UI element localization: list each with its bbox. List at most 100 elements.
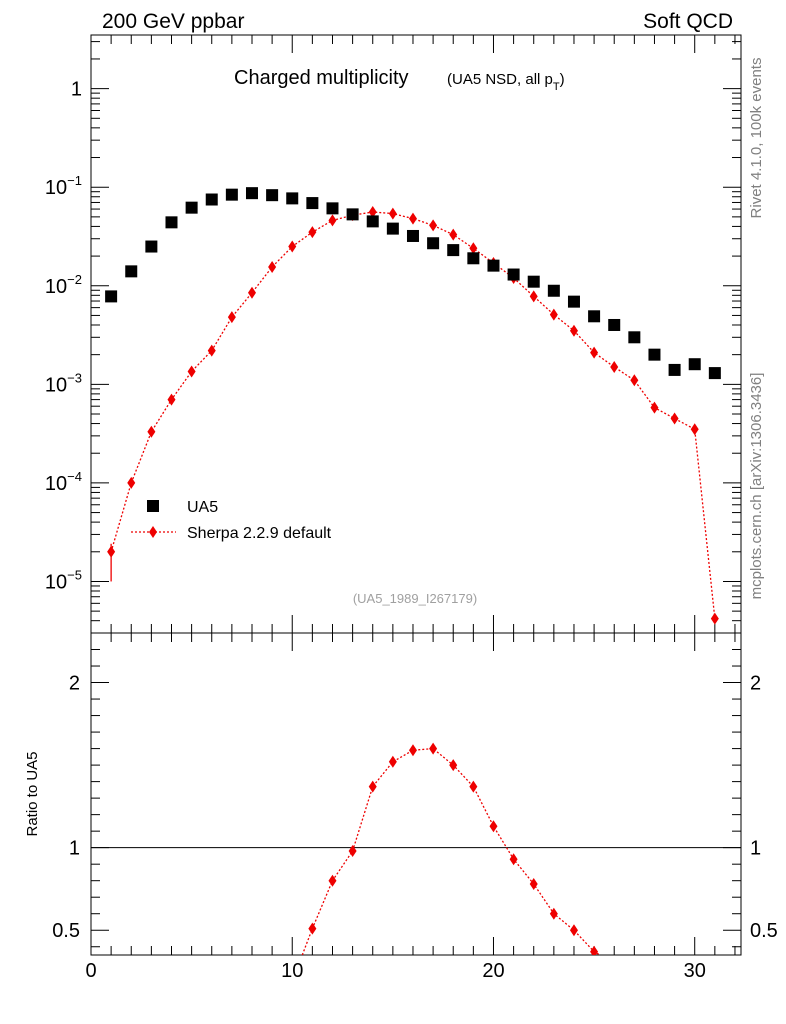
ua5-point — [547, 284, 560, 297]
sherpa-point — [549, 308, 558, 321]
ratio-point — [368, 780, 377, 793]
ua5-point — [125, 265, 138, 278]
plot-title: Charged multiplicity — [234, 67, 409, 89]
ua5-point — [346, 208, 359, 221]
rivet-version-label: Rivet 4.1.0, 100k events — [748, 58, 765, 219]
ratio-point — [328, 874, 337, 887]
y-tick-label: 10−3 — [45, 370, 82, 396]
ua5-point — [567, 295, 580, 308]
sherpa-point — [690, 423, 699, 436]
ua5-point — [608, 318, 621, 331]
ua5-point — [225, 188, 238, 201]
main-axis-ticks — [90, 35, 741, 634]
ua5-point — [286, 192, 299, 205]
header-left: 200 GeV ppbar — [102, 10, 244, 33]
sherpa-point — [268, 261, 277, 274]
ua5-point — [245, 187, 258, 200]
sherpa-point — [207, 344, 216, 357]
ua5-point — [427, 237, 440, 250]
legend-ua5-marker — [147, 500, 159, 512]
ratio-point — [348, 844, 357, 857]
sherpa-point — [288, 240, 297, 253]
ratio-series-layer — [301, 742, 601, 955]
y-tick-label: 10−2 — [45, 272, 82, 298]
ua5-point — [105, 290, 118, 303]
y-tick-label: 1 — [69, 838, 80, 860]
ratio-point — [429, 742, 438, 755]
ua5-point — [628, 331, 641, 344]
plot-subtitle-text: (UA5 NSD, all p — [447, 71, 553, 88]
ratio-point — [388, 755, 397, 768]
ratio-point — [509, 853, 518, 866]
ratio-point — [469, 780, 478, 793]
plot-subtitle-close: ) — [560, 71, 565, 88]
legend: UA5 Sherpa 2.2.9 default — [131, 499, 332, 542]
sherpa-point — [569, 324, 578, 337]
x-tick-label: 10 — [281, 960, 303, 982]
ua5-point — [688, 358, 701, 371]
main-series-layer — [105, 187, 721, 625]
ua5-point — [266, 189, 279, 202]
sherpa-point — [107, 545, 116, 558]
y-tick-label: 2 — [750, 673, 761, 695]
y-tick-label: 10−5 — [45, 567, 82, 593]
ratio-point — [449, 759, 458, 772]
y-tick-label: 10−1 — [45, 173, 82, 199]
ua5-point — [326, 202, 339, 215]
ratio-plot-frame — [90, 632, 742, 956]
ua5-point — [527, 275, 540, 288]
x-tick-label: 30 — [684, 960, 706, 982]
sherpa-point — [408, 212, 417, 225]
ua5-point — [185, 201, 198, 214]
main-plot-frame — [90, 34, 742, 634]
y-tick-label: 10−4 — [45, 469, 82, 495]
sherpa-point — [247, 286, 256, 299]
sherpa-point — [147, 425, 156, 438]
y-tick-label: 2 — [69, 673, 80, 695]
ua5-point — [386, 222, 399, 235]
ua5-point — [507, 268, 520, 281]
sherpa-point — [710, 612, 719, 625]
sherpa-point — [630, 374, 639, 387]
sherpa-point — [529, 290, 538, 303]
ratio-point — [489, 820, 498, 833]
ratio-y-tick-labels: 2 2 1 1 0.5 0.5 — [52, 673, 778, 943]
plot-subtitle: (UA5 NSD, all pT) — [447, 71, 565, 93]
ratio-plot-panel: 2 2 1 1 0.5 0.5 Ratio to UA5 0 10 20 30 — [24, 632, 778, 982]
ua5-point — [648, 348, 661, 361]
y-tick-label: 1 — [71, 79, 82, 101]
ratio-point — [590, 945, 599, 955]
sherpa-point — [308, 226, 317, 239]
ua5-point — [366, 215, 379, 228]
ratio-point — [549, 907, 558, 920]
ratio-point — [308, 922, 317, 935]
ua5-point — [165, 216, 178, 229]
y-tick-label: 0.5 — [52, 920, 80, 942]
sherpa-point — [127, 476, 136, 489]
y-tick-label: 0.5 — [750, 920, 778, 942]
ratio-point — [569, 924, 578, 937]
main-y-tick-labels: 1 10−1 10−2 10−3 10−4 10−5 — [45, 79, 82, 594]
ua5-point — [668, 363, 681, 376]
sherpa-point — [167, 393, 176, 406]
ua5-point — [306, 197, 319, 210]
sherpa-point — [388, 207, 397, 220]
sherpa-point — [449, 228, 458, 241]
y-tick-label: 1 — [750, 838, 761, 860]
sherpa-point — [368, 206, 377, 219]
x-tick-labels: 0 10 20 30 — [85, 960, 705, 982]
x-tick-label: 20 — [482, 960, 504, 982]
sherpa-point — [469, 242, 478, 255]
main-plot-panel: 1 10−1 10−2 10−3 10−4 10−5 Charged multiplici… — [45, 34, 742, 634]
plot-subtitle-sub: T — [553, 81, 560, 93]
x-tick-label: 0 — [85, 960, 96, 982]
ua5-point — [447, 244, 460, 257]
sherpa-point — [429, 219, 438, 232]
ratio-axis-ticks — [90, 632, 741, 955]
sherpa-point — [590, 346, 599, 359]
legend-ua5-label: UA5 — [187, 499, 218, 516]
ua5-point — [145, 240, 158, 253]
ratio-point — [408, 744, 417, 757]
sherpa-point — [670, 412, 679, 425]
